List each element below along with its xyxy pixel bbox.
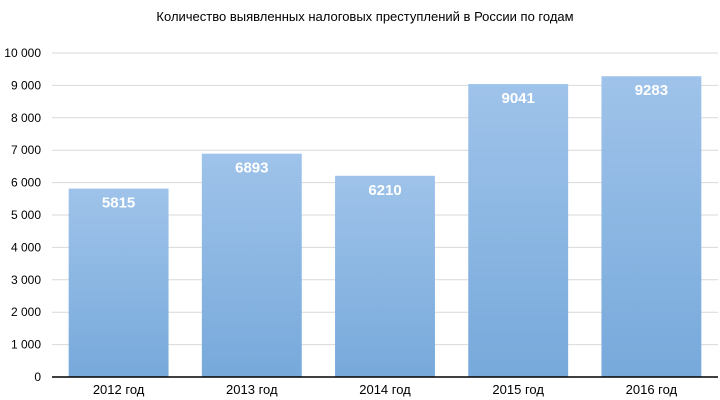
- y-tick-label: 2 000: [11, 305, 41, 319]
- bar: [68, 188, 169, 377]
- x-category-label: 2016 год: [626, 382, 678, 397]
- y-tick-label: 9 000: [11, 78, 41, 92]
- y-tick-label: 6 000: [11, 176, 41, 190]
- x-category-label: 2014 год: [359, 382, 411, 397]
- x-category-label: 2012 год: [93, 382, 145, 397]
- y-axis-ticks: 0 1 000 2 000 3 000 4 000 5 000 6 000 7 000 8 00…: [4, 46, 41, 384]
- x-category-label: 2015 год: [492, 382, 544, 397]
- x-category-label: 2013 год: [226, 382, 278, 397]
- y-tick-label: 0: [34, 370, 41, 384]
- bars: [68, 76, 702, 378]
- y-tick-label: 10 000: [4, 46, 41, 60]
- data-label: 9283: [635, 82, 668, 99]
- bar: [468, 84, 569, 378]
- y-tick-label: 1 000: [11, 338, 41, 352]
- bar: [201, 153, 302, 377]
- y-tick-label: 4 000: [11, 240, 41, 254]
- data-label: 9041: [502, 90, 535, 107]
- y-tick-label: 5 000: [11, 208, 41, 222]
- bar: [335, 175, 435, 377]
- data-labels: 5815 6893 6210 9041 9283: [102, 82, 668, 211]
- data-label: 5815: [102, 195, 135, 212]
- y-tick-label: 3 000: [11, 273, 41, 287]
- bar: [601, 76, 702, 377]
- data-label: 6210: [368, 182, 401, 199]
- x-axis-categories: 2012 год 2013 год 2014 год 2015 год 2016 год: [93, 382, 678, 397]
- data-label: 6893: [235, 160, 268, 177]
- y-tick-label: 7 000: [11, 143, 41, 157]
- chart-title: Количество выявленных налоговых преступл…: [156, 9, 573, 24]
- y-tick-label: 8 000: [11, 111, 41, 125]
